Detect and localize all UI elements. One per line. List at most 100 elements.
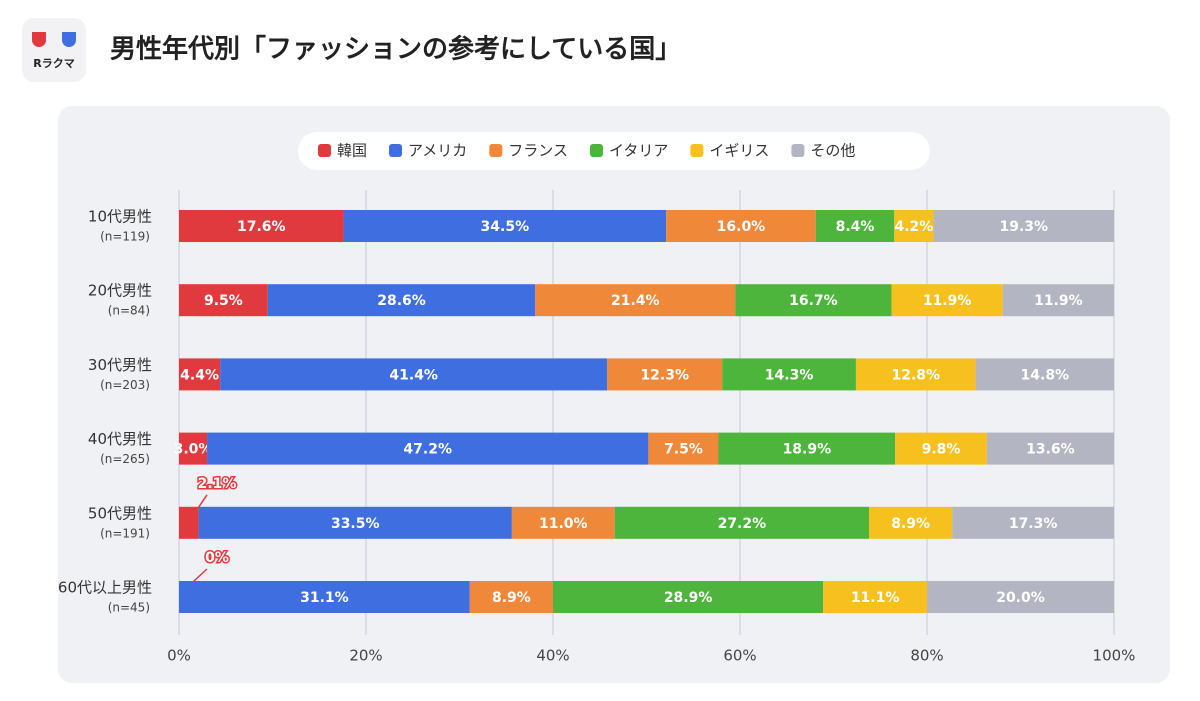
y-tick-label: 10代男性 xyxy=(88,208,152,226)
value-label: 14.8% xyxy=(1021,367,1070,383)
logo-icon xyxy=(32,32,46,47)
y-tick-label: 60代以上男性 xyxy=(58,579,152,597)
bar-segment xyxy=(891,284,1003,317)
value-label: 19.3% xyxy=(999,219,1048,235)
y-tick-sublabel: (n=119) xyxy=(100,230,150,244)
legend xyxy=(298,132,930,170)
legend-swatch xyxy=(318,144,331,157)
y-tick-label: 40代男性 xyxy=(88,430,152,448)
bar-segment xyxy=(469,581,553,613)
legend-swatch xyxy=(389,144,403,157)
value-label: 13.6% xyxy=(1026,442,1075,458)
legend-label: 韓国 xyxy=(337,142,367,160)
bar-segment xyxy=(614,506,870,539)
x-tick-label: 0% xyxy=(167,647,191,665)
bar-segment xyxy=(179,284,268,317)
value-label: 34.5% xyxy=(481,219,530,235)
bar-segment xyxy=(535,284,736,317)
bar-segment xyxy=(855,358,976,391)
value-label: 20.0% xyxy=(996,590,1045,606)
bar-segment xyxy=(179,432,208,465)
value-label: 17.3% xyxy=(1009,516,1058,532)
y-tick-sublabel: (n=265) xyxy=(100,452,150,466)
value-label: 8.4% xyxy=(836,219,875,235)
bar-segment xyxy=(1002,284,1114,317)
y-tick-sublabel: (n=84) xyxy=(108,304,150,318)
bar-segment xyxy=(933,210,1114,242)
value-label: 16.7% xyxy=(789,293,838,309)
value-label: 0% xyxy=(205,550,229,566)
value-label: 33.5% xyxy=(331,516,380,532)
y-tick-sublabel: (n=191) xyxy=(100,526,150,540)
logo-icon xyxy=(62,32,76,47)
value-label: 28.6% xyxy=(377,293,426,309)
y-tick-label: 50代男性 xyxy=(88,504,152,522)
bar-segment xyxy=(986,432,1114,465)
bar-segment xyxy=(179,210,344,242)
value-label: 7.5% xyxy=(664,442,703,458)
bar-segment xyxy=(735,284,892,317)
y-tick-sublabel: (n=203) xyxy=(100,378,150,392)
bar-segment xyxy=(666,210,816,242)
value-label: 8.9% xyxy=(891,516,930,532)
legend-swatch xyxy=(791,144,805,157)
chart-title: 男性年代別「ファッションの参考にしている国」 xyxy=(110,34,681,65)
legend-swatch xyxy=(489,144,503,157)
bar-segment xyxy=(722,358,856,391)
legend-swatch xyxy=(589,144,603,157)
bar-segment xyxy=(975,358,1114,391)
legend-label: イギリス xyxy=(709,142,769,160)
bar-segment xyxy=(607,358,723,391)
value-label: 8.9% xyxy=(492,590,531,606)
bar-segment xyxy=(207,432,649,465)
bar-segment xyxy=(511,506,615,539)
bar-segment xyxy=(198,506,512,539)
value-label: 2.1% xyxy=(198,476,237,492)
value-label: 4.4% xyxy=(180,367,219,383)
legend-swatch xyxy=(690,144,704,157)
bar-segment xyxy=(869,506,953,539)
bar-segment xyxy=(648,432,719,465)
bar-segment xyxy=(927,581,1114,613)
value-label: 11.0% xyxy=(539,516,588,532)
value-label: 27.2% xyxy=(718,516,767,532)
bar-segment xyxy=(815,210,895,242)
bar-segment xyxy=(179,358,221,391)
bar-segment xyxy=(343,210,667,242)
x-tick-label: 40% xyxy=(536,647,569,665)
value-label: 11.9% xyxy=(923,293,972,309)
legend-label: イタリア xyxy=(609,142,668,160)
bar-segment xyxy=(220,358,608,391)
y-tick-label: 30代男性 xyxy=(88,356,152,374)
bar-segment xyxy=(823,581,927,613)
value-label: 31.1% xyxy=(300,590,349,606)
x-tick-label: 20% xyxy=(349,647,382,665)
value-label: 21.4% xyxy=(611,293,660,309)
value-label: 9.5% xyxy=(204,293,243,309)
value-label: 14.3% xyxy=(765,367,814,383)
bar-segment xyxy=(553,581,824,613)
value-label: 12.3% xyxy=(640,367,689,383)
value-label: 47.2% xyxy=(403,442,452,458)
value-label: 11.1% xyxy=(851,590,900,606)
x-tick-label: 100% xyxy=(1093,647,1136,665)
y-tick-sublabel: (n=45) xyxy=(108,601,150,615)
value-label: 28.9% xyxy=(664,590,713,606)
bar-segment xyxy=(267,284,536,317)
value-label: 4.2% xyxy=(894,219,933,235)
bar-segment xyxy=(894,210,934,242)
value-label: 3.0% xyxy=(174,442,213,458)
legend-label: フランス xyxy=(508,142,568,160)
x-tick-label: 60% xyxy=(723,647,756,665)
bar-segment xyxy=(718,432,896,465)
value-label: 12.8% xyxy=(891,367,940,383)
y-tick-label: 20代男性 xyxy=(88,282,152,300)
bar-segment xyxy=(179,581,470,613)
value-label: 11.9% xyxy=(1034,293,1083,309)
value-label: 18.9% xyxy=(783,442,832,458)
value-label: 9.8% xyxy=(922,442,961,458)
legend-label: その他 xyxy=(810,142,855,160)
x-tick-label: 80% xyxy=(910,647,943,665)
